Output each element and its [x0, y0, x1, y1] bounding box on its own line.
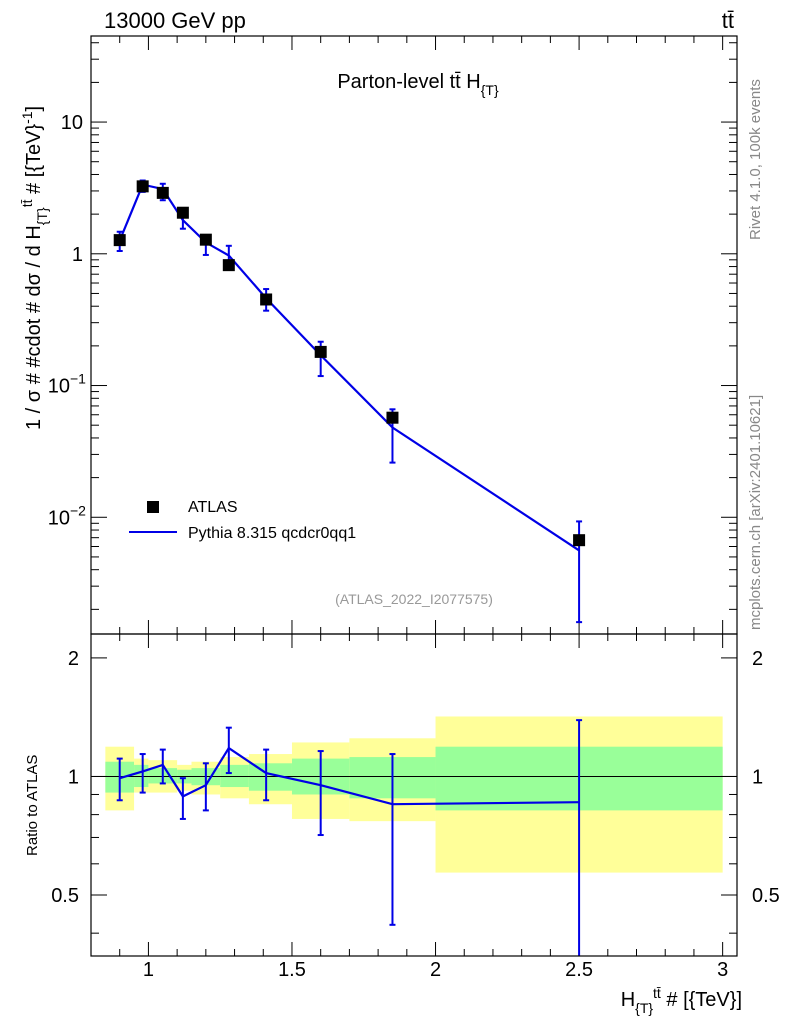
- x-tick-label: 2: [430, 959, 441, 981]
- atlas-data-point: [176, 206, 189, 219]
- main-y-axis-label: 1 / σ # #cdot # dσ / d H{T}tt̄ # [{TeV}-…: [19, 106, 50, 430]
- header-right: tt̄: [722, 8, 734, 33]
- ratio-y-tick-label-right: 1: [752, 766, 763, 788]
- rivet-label: Rivet 4.1.0, 100k events: [747, 79, 764, 240]
- main-frame: [90, 35, 738, 635]
- main-title: Parton-level tt̄ H{T}: [337, 71, 499, 98]
- ratio-bands: [105, 716, 723, 873]
- x-tick-label: 3: [717, 959, 728, 981]
- ratio-axis-ticks: 0.5 0.5 1 1 2 2 1 1.5 2 2.5 3: [51, 634, 780, 981]
- legend-atlas-marker: [147, 501, 159, 513]
- main-y-tick-label: 10: [48, 376, 70, 398]
- ratio-plot-area: [116, 719, 583, 956]
- x-tick-label: 1: [143, 959, 154, 981]
- x-axis-label: H{T}tt̄ # [{TeV}]: [621, 985, 742, 1016]
- mcplots-label: mcplots.cern.ch [arXiv:2401.10621]: [747, 395, 764, 630]
- atlas-data-point: [199, 233, 212, 246]
- atlas-data-point: [113, 234, 126, 247]
- atlas-data-point: [386, 411, 399, 424]
- ratio-y-tick-label: 1: [68, 766, 79, 788]
- legend-atlas-label: ATLAS: [188, 499, 238, 516]
- atlas-data-point: [136, 180, 149, 193]
- legend-pythia-label: Pythia 8.315 qcdcr0qq1: [188, 525, 356, 542]
- main-y-tick-label: 10: [48, 507, 70, 529]
- analysis-tag: (ATLAS_2022_I2077575): [335, 591, 493, 607]
- atlas-data-point: [156, 186, 169, 199]
- main-y-tick-label: 10: [61, 112, 83, 134]
- x-tick-label: 1.5: [278, 959, 306, 981]
- main-y-tick-exponent: −1: [70, 371, 86, 387]
- main-y-tick-exponent: −2: [70, 502, 86, 518]
- header-left: 13000 GeV pp: [104, 8, 246, 33]
- atlas-data-point: [573, 534, 586, 547]
- main-plot-area: [113, 179, 586, 624]
- atlas-data-point: [260, 293, 273, 306]
- ratio-panel: 0.5 0.5 1 1 2 2 1 1.5 2 2.5 3 Ratio to ATLAS H{T}t…: [24, 633, 780, 1016]
- ratio-y-axis-label: Ratio to ATLAS: [24, 755, 41, 856]
- ratio-y-tick-label-right: 0.5: [752, 885, 780, 907]
- main-y-tick-label: 1: [72, 244, 83, 266]
- ratio-frame: [90, 633, 738, 957]
- atlas-data-point: [222, 259, 235, 272]
- ratio-y-tick-label-right: 2: [752, 648, 763, 670]
- ratio-y-tick-label: 0.5: [51, 885, 79, 907]
- atlas-data-point: [314, 345, 327, 358]
- ratio-y-tick-label: 2: [68, 648, 79, 670]
- pythia-line: [118, 183, 580, 552]
- legend: ATLAS Pythia 8.315 qcdcr0qq1: [129, 499, 356, 542]
- x-tick-label: 2.5: [565, 959, 593, 981]
- ratio-line: [119, 746, 580, 806]
